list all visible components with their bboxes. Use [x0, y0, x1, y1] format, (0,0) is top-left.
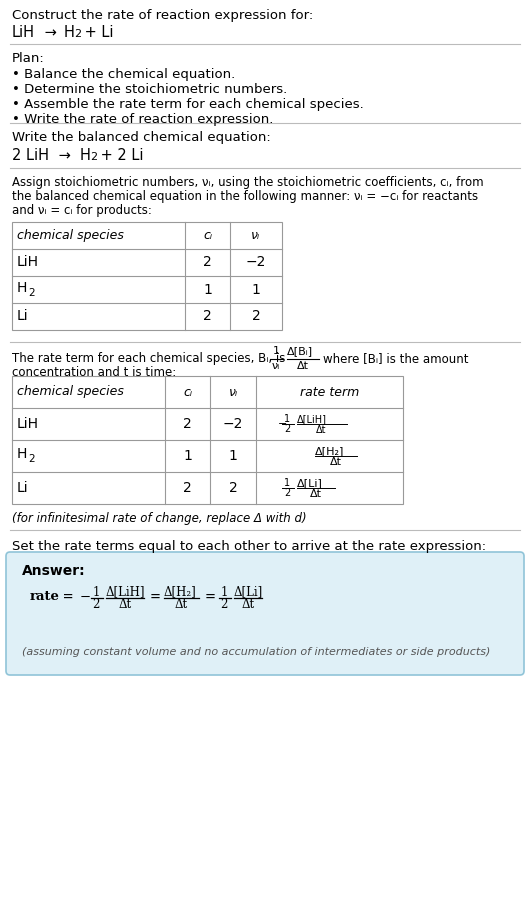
Text: νᵢ: νᵢ: [272, 361, 280, 371]
Text: Δt: Δt: [297, 361, 309, 371]
Text: Δ[Bᵢ]: Δ[Bᵢ]: [287, 346, 313, 356]
Text: and νᵢ = cᵢ for products:: and νᵢ = cᵢ for products:: [12, 204, 152, 217]
Text: Δ[LiH]: Δ[LiH]: [296, 414, 326, 424]
Text: (assuming constant volume and no accumulation of intermediates or side products): (assuming constant volume and no accumul…: [22, 647, 490, 657]
Text: LiH: LiH: [17, 255, 39, 269]
Text: Δ[Li]: Δ[Li]: [234, 585, 263, 599]
Text: the balanced chemical equation in the following manner: νᵢ = −cᵢ for reactants: the balanced chemical equation in the fo…: [12, 190, 478, 203]
Text: where [Bᵢ] is the amount: where [Bᵢ] is the amount: [323, 352, 469, 365]
Text: νᵢ: νᵢ: [251, 229, 261, 242]
Text: concentration and t is time:: concentration and t is time:: [12, 366, 176, 379]
Text: 2: 2: [183, 481, 192, 495]
Text: rate: rate: [30, 591, 60, 603]
Text: 1: 1: [285, 478, 290, 488]
Text: Write the balanced chemical equation:: Write the balanced chemical equation:: [12, 131, 271, 144]
Text: 2 LiH: 2 LiH: [12, 148, 49, 163]
Text: + 2 Li: + 2 Li: [96, 148, 144, 163]
Bar: [12, 376, 403, 504]
Text: 1: 1: [183, 449, 192, 463]
Text: rate term: rate term: [300, 385, 359, 399]
Text: H: H: [80, 148, 91, 163]
Text: Δ[H₂]: Δ[H₂]: [314, 446, 344, 456]
Bar: [12, 222, 282, 330]
Text: 2: 2: [28, 287, 34, 297]
Text: 2: 2: [74, 29, 81, 39]
Text: 1: 1: [92, 585, 100, 599]
Text: Plan:: Plan:: [12, 52, 45, 65]
Text: Li: Li: [17, 310, 29, 323]
Text: →: →: [54, 148, 75, 163]
Text: Δt: Δt: [175, 597, 188, 611]
Text: 1: 1: [228, 449, 237, 463]
Text: H: H: [64, 25, 75, 40]
Text: 2: 2: [285, 488, 290, 498]
Text: 1: 1: [220, 585, 228, 599]
Text: The rate term for each chemical species, Bᵢ, is: The rate term for each chemical species,…: [12, 352, 285, 365]
Text: 2: 2: [90, 152, 97, 162]
Text: H: H: [17, 447, 28, 461]
Text: cᵢ: cᵢ: [183, 385, 192, 399]
Text: 2: 2: [285, 424, 290, 434]
Text: Δt: Δt: [310, 489, 322, 499]
Text: −: −: [278, 419, 287, 429]
Text: Δt: Δt: [242, 597, 254, 611]
Text: LiH: LiH: [17, 417, 39, 431]
Text: • Determine the stoichiometric numbers.: • Determine the stoichiometric numbers.: [12, 83, 287, 96]
Text: chemical species: chemical species: [17, 229, 124, 242]
Text: Δ[Li]: Δ[Li]: [296, 478, 322, 488]
Text: →: →: [40, 25, 61, 40]
Text: chemical species: chemical species: [17, 385, 124, 399]
Text: 2: 2: [92, 597, 100, 611]
Text: 1: 1: [272, 346, 279, 356]
Text: H: H: [17, 281, 28, 294]
Text: Δt: Δt: [316, 425, 327, 435]
Text: Δt: Δt: [330, 457, 341, 467]
Text: 2: 2: [203, 255, 212, 269]
Text: 1: 1: [252, 283, 260, 296]
Text: −2: −2: [246, 255, 266, 269]
Text: =: =: [150, 591, 161, 603]
Text: + Li: + Li: [80, 25, 113, 40]
Text: Δ[LiH]: Δ[LiH]: [106, 585, 146, 599]
Text: 2: 2: [203, 310, 212, 323]
Text: 1: 1: [285, 414, 290, 424]
Text: Δ[H₂]: Δ[H₂]: [164, 585, 197, 599]
Text: Δt: Δt: [118, 597, 131, 611]
Text: Set the rate terms equal to each other to arrive at the rate expression:: Set the rate terms equal to each other t…: [12, 540, 486, 553]
Text: cᵢ: cᵢ: [203, 229, 212, 242]
Text: • Write the rate of reaction expression.: • Write the rate of reaction expression.: [12, 113, 273, 126]
Text: 2: 2: [28, 454, 34, 464]
Text: 2: 2: [228, 481, 237, 495]
FancyBboxPatch shape: [6, 552, 524, 675]
Text: (for infinitesimal rate of change, replace Δ with d): (for infinitesimal rate of change, repla…: [12, 512, 307, 525]
Text: =: =: [205, 591, 216, 603]
Text: νᵢ: νᵢ: [228, 385, 237, 399]
Text: 2: 2: [220, 597, 228, 611]
Text: LiH: LiH: [12, 25, 35, 40]
Text: −2: −2: [223, 417, 243, 431]
Text: Construct the rate of reaction expression for:: Construct the rate of reaction expressio…: [12, 9, 313, 22]
Text: 2: 2: [183, 417, 192, 431]
Text: • Assemble the rate term for each chemical species.: • Assemble the rate term for each chemic…: [12, 98, 364, 111]
Text: =: =: [58, 591, 78, 603]
Text: Answer:: Answer:: [22, 564, 86, 578]
Text: 1: 1: [203, 283, 212, 296]
Text: Li: Li: [17, 481, 29, 495]
Text: −: −: [80, 591, 91, 603]
Text: Assign stoichiometric numbers, νᵢ, using the stoichiometric coefficients, cᵢ, fr: Assign stoichiometric numbers, νᵢ, using…: [12, 176, 483, 189]
Text: • Balance the chemical equation.: • Balance the chemical equation.: [12, 68, 235, 81]
Text: 2: 2: [252, 310, 260, 323]
